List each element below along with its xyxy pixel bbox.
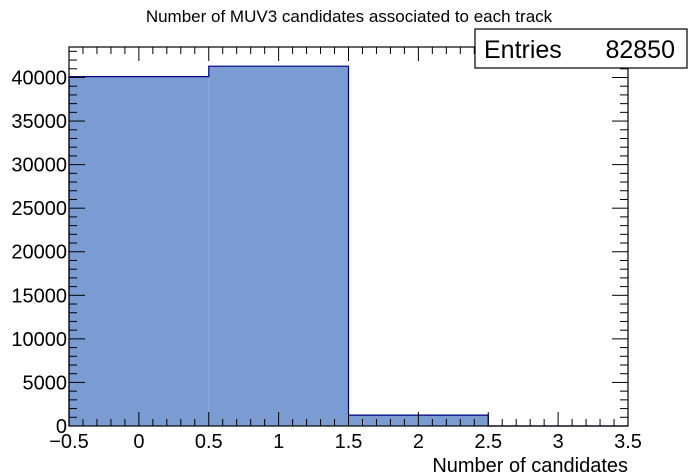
stats-box: Entries 82850: [474, 28, 688, 69]
bar: [69, 76, 209, 426]
y-tick-label: 0: [56, 416, 67, 438]
bars-layer: [68, 65, 628, 427]
y-axis: 0 5000 10000 15000 20000 25000 30000 35000 40000: [11, 50, 628, 438]
x-tick-label: 3: [553, 431, 564, 453]
y-tick-label: 20000: [11, 242, 67, 264]
y-tick-label: 25000: [11, 198, 67, 220]
bar: [208, 66, 349, 426]
x-tick-label: 1.5: [335, 431, 363, 453]
y-tick-label: 5000: [23, 372, 68, 394]
x-tick-label: 3.5: [614, 431, 642, 453]
stats-entries-value: 82850: [605, 36, 675, 64]
x-tick-label: 0.5: [195, 431, 223, 453]
chart-title: Number of MUV3 candidates associated to …: [146, 7, 553, 26]
stats-entries-label: Entries: [484, 36, 562, 64]
x-tick-label: 2: [413, 431, 424, 453]
y-tick-label: 15000: [11, 285, 67, 307]
y-tick-label: 30000: [11, 155, 67, 177]
x-tick-label: 0: [133, 431, 144, 453]
stats-box-frame: [474, 28, 688, 69]
x-tick-label: −0.5: [49, 431, 88, 453]
x-tick-label: 1: [273, 431, 284, 453]
y-tick-label: 35000: [11, 111, 67, 133]
y-tick-label: 10000: [11, 329, 67, 351]
x-axis-label: Number of candidates: [432, 455, 628, 474]
x-tick-label: 2.5: [474, 431, 502, 453]
y-tick-label: 40000: [11, 67, 67, 89]
